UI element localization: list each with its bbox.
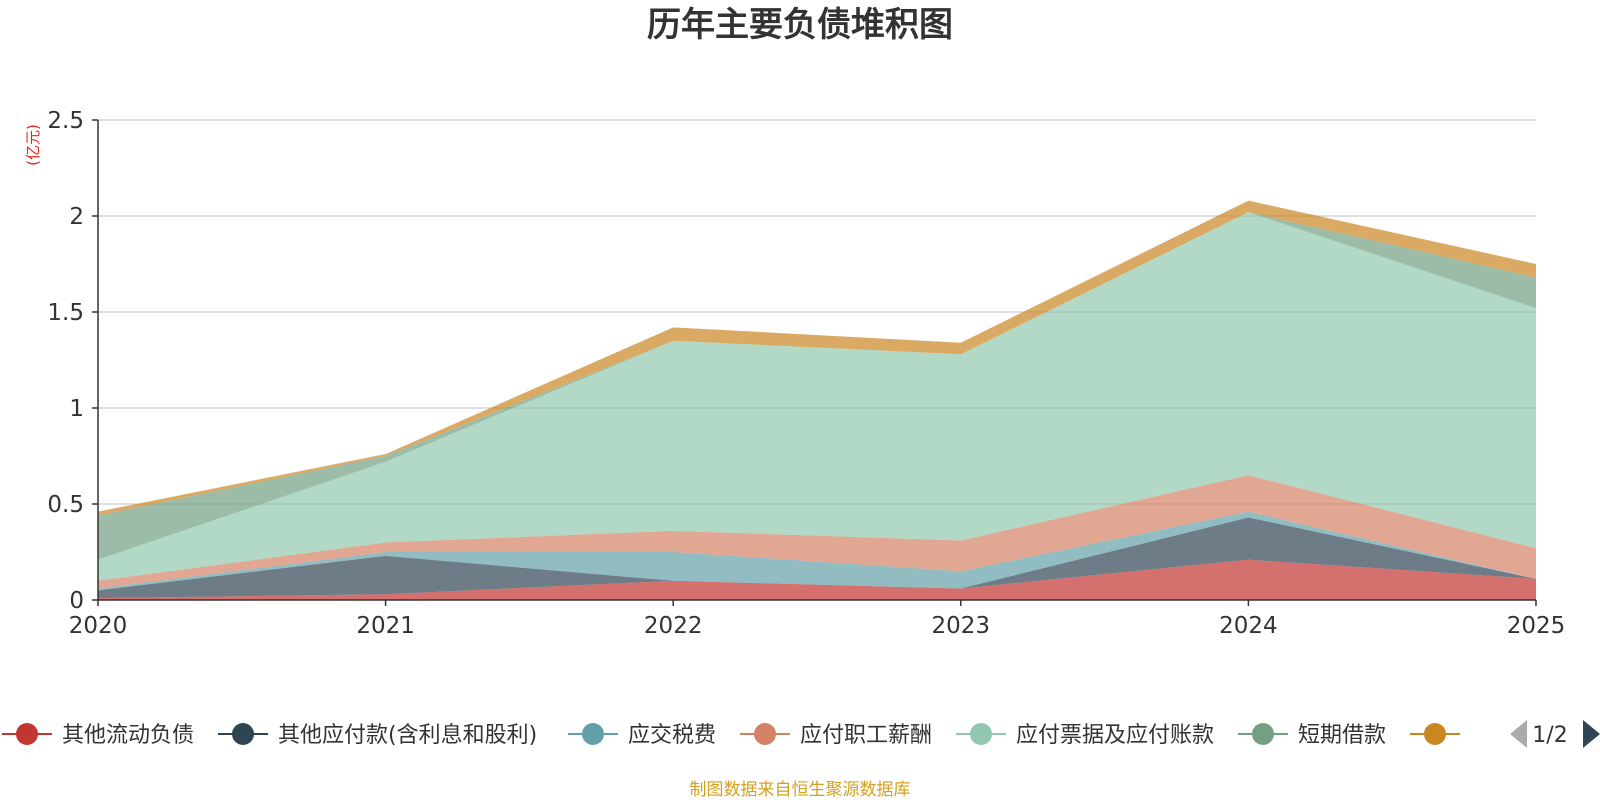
y-tick-label: 0 bbox=[69, 588, 84, 614]
legend-label: 应付票据及应付账款 bbox=[1016, 723, 1214, 748]
y-tick-labels: 0 0.5 1 1.5 2 2.5 bbox=[47, 108, 84, 614]
legend-label: 其他应付款(含利息和股利) bbox=[278, 723, 537, 748]
legend-item-7[interactable] bbox=[1410, 723, 1460, 745]
stacked-areas bbox=[98, 200, 1536, 600]
legend-item-3[interactable]: 应交税费 bbox=[568, 723, 716, 748]
legend-marker-icon bbox=[754, 723, 776, 745]
x-tick-label: 2025 bbox=[1507, 613, 1566, 639]
legend-pager: 1/2 bbox=[1510, 720, 1600, 748]
legend-marker-icon bbox=[1252, 723, 1274, 745]
x-tick-label: 2022 bbox=[644, 613, 703, 639]
legend-page-indicator: 1/2 bbox=[1532, 723, 1567, 748]
y-axis-unit-label: (亿元) bbox=[24, 124, 42, 166]
chart-title: 历年主要负债堆积图 bbox=[647, 5, 953, 45]
area-series-3 bbox=[98, 511, 1536, 591]
legend-label: 短期借款 bbox=[1298, 723, 1386, 748]
y-tick-label: 0.5 bbox=[47, 492, 84, 518]
x-tick-label: 2020 bbox=[69, 613, 128, 639]
x-tick-label: 2023 bbox=[932, 613, 991, 639]
y-tick-label: 1 bbox=[69, 396, 84, 422]
x-tick-labels: 2020 2021 2022 2023 2024 2025 bbox=[69, 613, 1566, 639]
y-tick-label: 2 bbox=[69, 204, 84, 230]
area-series-6 bbox=[98, 212, 1536, 560]
legend-label: 其他流动负债 bbox=[62, 723, 194, 748]
y-tick-label: 1.5 bbox=[47, 300, 84, 326]
data-source-note: 制图数据来自恒生聚源数据库 bbox=[690, 780, 911, 800]
area-series-5 bbox=[98, 212, 1536, 581]
legend-item-2[interactable]: 其他应付款(含利息和股利) bbox=[218, 723, 537, 748]
legend-prev-page-icon[interactable] bbox=[1510, 720, 1527, 748]
legend-marker-icon bbox=[582, 723, 604, 745]
legend-label: 应交税费 bbox=[628, 723, 716, 748]
legend-marker-icon bbox=[970, 723, 992, 745]
legend-item-5[interactable]: 应付票据及应付账款 bbox=[956, 723, 1214, 748]
area-series-7 bbox=[98, 200, 1536, 516]
legend-item-4[interactable]: 应付职工薪酬 bbox=[740, 723, 932, 748]
legend-item-1[interactable]: 其他流动负债 bbox=[2, 723, 194, 748]
area-series-2 bbox=[98, 517, 1536, 599]
legend-marker-icon bbox=[232, 723, 254, 745]
axes bbox=[92, 119, 1537, 606]
y-tick-label: 2.5 bbox=[47, 108, 84, 134]
legend-label: 应付职工薪酬 bbox=[800, 723, 932, 748]
legend: 其他流动负债 其他应付款(含利息和股利) 应交税费 应付职工薪酬 应付票据及应付账款 短期… bbox=[2, 723, 1460, 748]
legend-marker-icon bbox=[16, 723, 38, 745]
legend-item-6[interactable]: 短期借款 bbox=[1238, 723, 1386, 748]
area-series-4 bbox=[98, 475, 1536, 589]
x-tick-label: 2024 bbox=[1219, 613, 1278, 639]
area-series-1 bbox=[98, 559, 1536, 600]
legend-marker-icon bbox=[1424, 723, 1446, 745]
legend-next-page-icon[interactable] bbox=[1583, 720, 1600, 748]
x-tick-label: 2021 bbox=[356, 613, 415, 639]
